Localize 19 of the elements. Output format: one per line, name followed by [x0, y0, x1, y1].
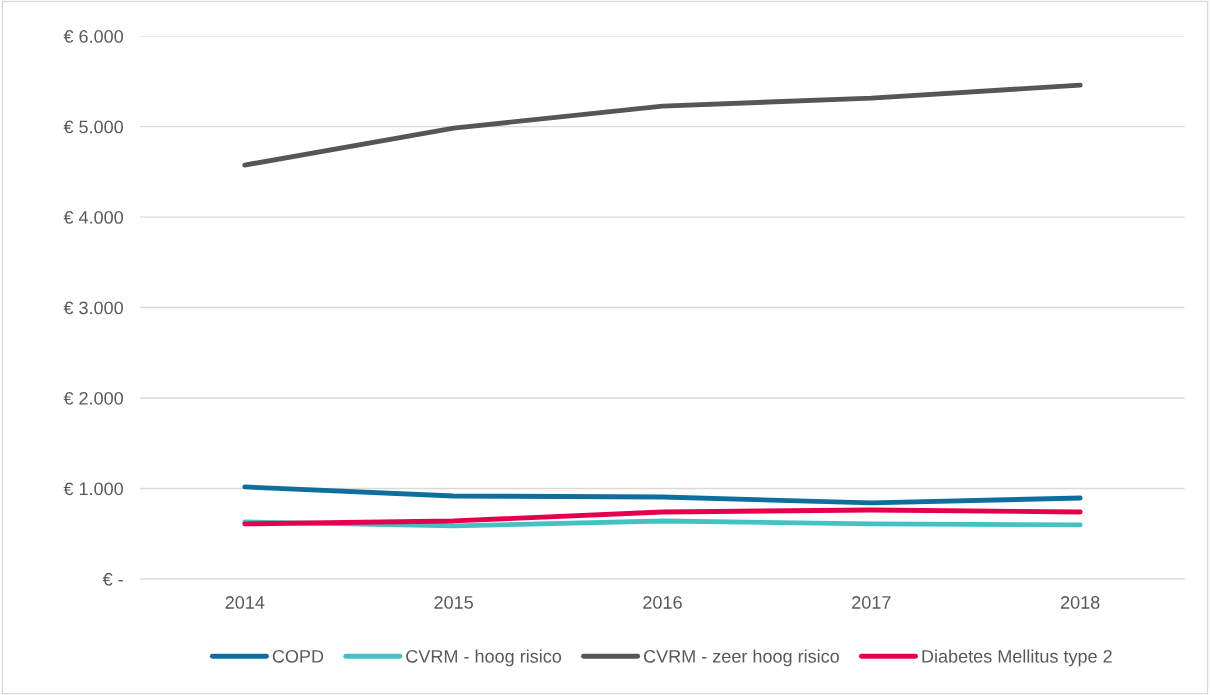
- x-tick-label: 2016: [643, 596, 682, 609]
- y-tick-label: € 3.000: [63, 301, 123, 315]
- x-tick-label: 2014: [225, 596, 265, 609]
- y-tick-label: € 4.000: [63, 211, 123, 224]
- x-tick-label: 2017: [852, 596, 891, 609]
- legend-label: CVRM - zeer hoog risico: [643, 649, 839, 667]
- x-tick-label: 2015: [434, 596, 473, 609]
- legend-label: CVRM - hoog risico: [406, 649, 562, 667]
- x-tick-label: 2018: [1060, 596, 1100, 609]
- line-series: [242, 507, 1083, 527]
- line-series: [242, 484, 1083, 506]
- line-series: [242, 82, 1083, 168]
- y-tick-label: € -: [102, 572, 123, 586]
- y-tick-label: € 5.000: [63, 120, 123, 134]
- y-tick-label: € 1.000: [63, 482, 123, 496]
- y-tick-label: € 6.000: [63, 30, 123, 43]
- y-tick-label: € 2.000: [63, 391, 123, 405]
- legend-label: COPD: [272, 649, 324, 663]
- legend-label: Diabetes Mellitus type 2: [922, 649, 1112, 667]
